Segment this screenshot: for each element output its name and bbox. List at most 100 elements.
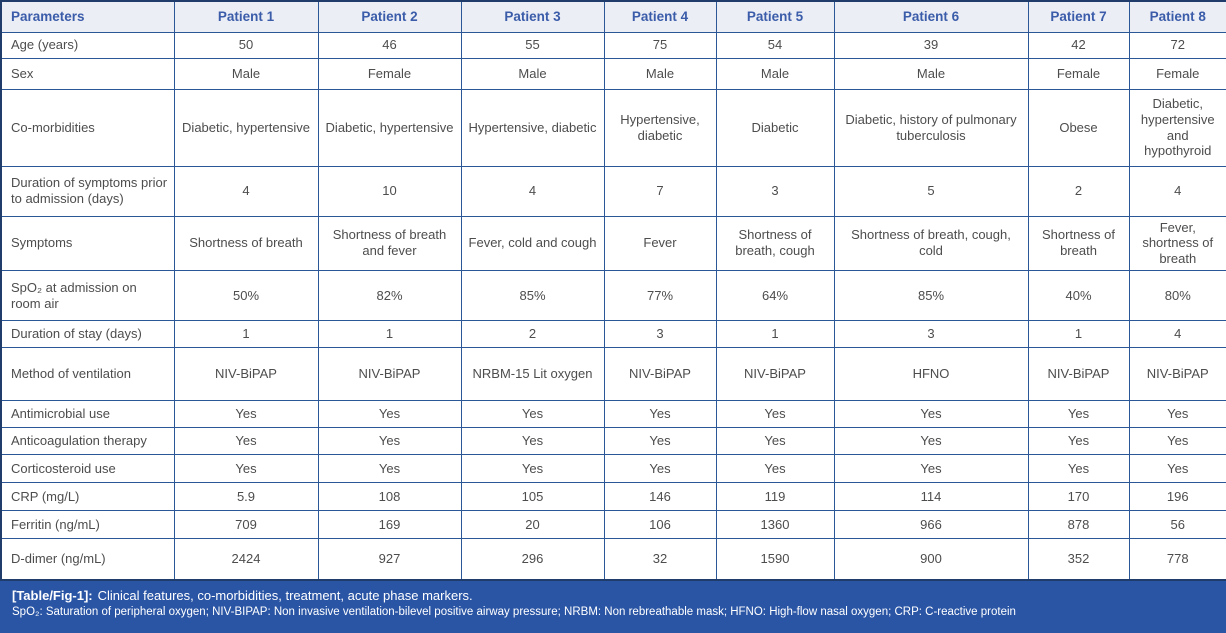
column-header-patient-1: Patient 1: [173, 0, 319, 33]
table-row: Symptoms Shortness of breath Shortness of …: [0, 215, 1226, 272]
value-cell: NIV-BiPAP: [603, 347, 717, 402]
parameter-cell: SpO₂ at admission on room air: [0, 270, 175, 322]
value-cell: NIV-BiPAP: [715, 347, 835, 402]
value-cell: Yes: [173, 400, 319, 429]
value-cell: Fever, shortness of breath: [1128, 215, 1226, 272]
value-cell: NIV-BiPAP: [317, 347, 462, 402]
value-cell: Diabetic, hypertensive and hypothyroid: [1128, 88, 1226, 167]
value-cell: 1: [173, 320, 319, 349]
value-cell: Male: [173, 57, 319, 90]
value-cell: 878: [1027, 510, 1130, 540]
value-cell: Yes: [1027, 454, 1130, 484]
value-cell: Yes: [715, 454, 835, 484]
value-cell: 4: [1128, 165, 1226, 217]
value-cell: 2: [1027, 165, 1130, 217]
value-cell: Yes: [1128, 427, 1226, 456]
parameter-cell: Ferritin (ng/mL): [0, 510, 175, 540]
value-cell: 196: [1128, 482, 1226, 512]
table-footnote: SpO₂: Saturation of peripheral oxygen; N…: [12, 605, 1016, 618]
value-cell: 119: [715, 482, 835, 512]
header-row: Parameters Patient 1 Patient 2 Patient 3 Pat…: [0, 0, 1226, 33]
value-cell: 3: [715, 165, 835, 217]
value-cell: 32: [603, 538, 717, 581]
value-cell: 1360: [715, 510, 835, 540]
value-cell: Yes: [460, 427, 605, 456]
value-cell: Yes: [603, 400, 717, 429]
value-cell: 1: [715, 320, 835, 349]
column-header-patient-6: Patient 6: [833, 0, 1029, 33]
parameter-cell: D-dimer (ng/mL): [0, 538, 175, 581]
value-cell: 1: [317, 320, 462, 349]
value-cell: 20: [460, 510, 605, 540]
value-cell: NRBM-15 Lit oxygen: [460, 347, 605, 402]
value-cell: Fever: [603, 215, 717, 272]
value-cell: Male: [460, 57, 605, 90]
column-header-patient-8: Patient 8: [1128, 0, 1226, 33]
value-cell: Yes: [833, 427, 1029, 456]
parameter-cell: Duration of symptoms prior to admission …: [0, 165, 175, 217]
value-cell: 39: [833, 31, 1029, 59]
value-cell: 146: [603, 482, 717, 512]
value-cell: Yes: [317, 427, 462, 456]
column-header-patient-2: Patient 2: [317, 0, 462, 33]
value-cell: Yes: [317, 454, 462, 484]
parameter-cell: CRP (mg/L): [0, 482, 175, 512]
value-cell: 170: [1027, 482, 1130, 512]
value-cell: Yes: [460, 454, 605, 484]
value-cell: Fever, cold and cough: [460, 215, 605, 272]
parameter-cell: Corticosteroid use: [0, 454, 175, 484]
value-cell: 72: [1128, 31, 1226, 59]
value-cell: 7: [603, 165, 717, 217]
value-cell: 64%: [715, 270, 835, 322]
value-cell: 114: [833, 482, 1029, 512]
value-cell: Yes: [715, 400, 835, 429]
value-cell: Yes: [1027, 427, 1130, 456]
value-cell: 3: [833, 320, 1029, 349]
value-cell: 5.9: [173, 482, 319, 512]
value-cell: 80%: [1128, 270, 1226, 322]
value-cell: 42: [1027, 31, 1130, 59]
table-caption-tag: [Table/Fig-1]:: [12, 587, 93, 603]
value-cell: Yes: [833, 400, 1029, 429]
value-cell: Shortness of breath: [1027, 215, 1130, 272]
table-row: Duration of symptoms prior to admission …: [0, 165, 1226, 217]
value-cell: Male: [833, 57, 1029, 90]
value-cell: 966: [833, 510, 1029, 540]
parameter-cell: Co-morbidities: [0, 88, 175, 167]
table-row: D-dimer (ng/mL) 2424 927 296 32 1590 900 352 778: [0, 538, 1226, 581]
value-cell: 40%: [1027, 270, 1130, 322]
value-cell: Female: [1128, 57, 1226, 90]
column-header-parameters: Parameters: [0, 0, 175, 33]
value-cell: 56: [1128, 510, 1226, 540]
value-cell: 85%: [460, 270, 605, 322]
value-cell: 2: [460, 320, 605, 349]
table-row: Co-morbidities Diabetic, hypertensive Diab…: [0, 88, 1226, 167]
value-cell: 85%: [833, 270, 1029, 322]
value-cell: Shortness of breath, cough: [715, 215, 835, 272]
value-cell: 4: [460, 165, 605, 217]
table-row: Anticoagulation therapy Yes Yes Yes Yes Yes Ye…: [0, 427, 1226, 456]
value-cell: 1590: [715, 538, 835, 581]
table-caption-band: [Table/Fig-1]: Clinical features, co-morb…: [0, 580, 1226, 633]
value-cell: Yes: [1128, 454, 1226, 484]
value-cell: Yes: [715, 427, 835, 456]
value-cell: 10: [317, 165, 462, 217]
table-row: Sex Male Female Male Male Male Male Female Femal…: [0, 57, 1226, 90]
table-caption: [Table/Fig-1]: Clinical features, co-morb…: [12, 588, 1214, 603]
value-cell: Shortness of breath and fever: [317, 215, 462, 272]
value-cell: 105: [460, 482, 605, 512]
value-cell: Diabetic, hypertensive: [317, 88, 462, 167]
value-cell: Shortness of breath: [173, 215, 319, 272]
value-cell: Shortness of breath, cough, cold: [833, 215, 1029, 272]
value-cell: Yes: [317, 400, 462, 429]
value-cell: NIV-BiPAP: [1128, 347, 1226, 402]
value-cell: HFNO: [833, 347, 1029, 402]
table-caption-title: Clinical features, co-morbidities, treat…: [97, 587, 473, 603]
table-row: CRP (mg/L) 5.9 108 105 146 119 114 170 196: [0, 482, 1226, 512]
column-header-patient-3: Patient 3: [460, 0, 605, 33]
value-cell: Yes: [1027, 400, 1130, 429]
value-cell: Yes: [460, 400, 605, 429]
value-cell: 5: [833, 165, 1029, 217]
value-cell: 50%: [173, 270, 319, 322]
table-row: Method of ventilation NIV-BiPAP NIV-BiPAP N…: [0, 347, 1226, 402]
